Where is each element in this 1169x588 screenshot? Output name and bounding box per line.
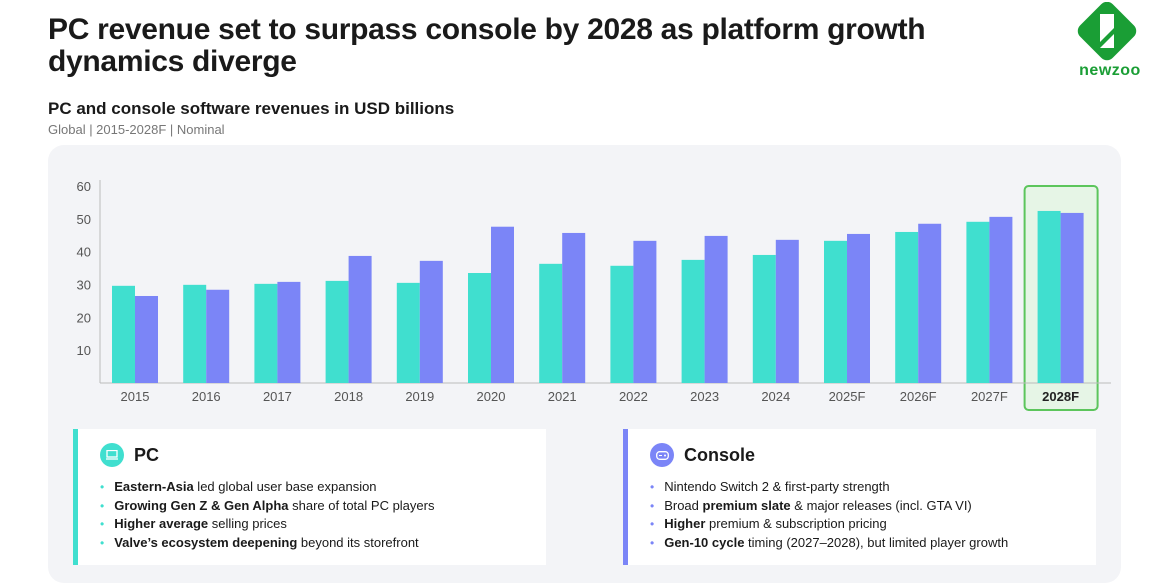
pc-bar-2024: [752, 254, 776, 383]
x-tick-label: 2023: [690, 389, 719, 404]
x-tick-label: 2021: [548, 389, 577, 404]
console-bar-2019: [419, 260, 443, 383]
bullet-text: Broad: [664, 497, 703, 513]
pc-bar-2018: [325, 280, 349, 383]
bullet-text: premium & subscription pricing: [705, 516, 887, 531]
bullet-bold-text: Gen-10 cycle: [664, 534, 745, 550]
console-bar-2016: [206, 289, 230, 383]
x-tick-label: 2022: [619, 389, 648, 404]
console-bar-2025F: [847, 233, 870, 383]
console-bar-2028F: [1060, 212, 1084, 383]
console-card-title: Console: [684, 444, 756, 465]
console-bar-2017: [277, 281, 301, 383]
pc-bar-2026F: [895, 231, 919, 383]
console-bar-2018: [348, 255, 372, 383]
pc-card: PC Eastern-Asia led global user base exp…: [73, 429, 546, 565]
bullet-item: Eastern-Asia led global user base expans…: [100, 478, 434, 497]
logo-text: newzoo: [1079, 62, 1141, 79]
pc-bar-2021: [539, 263, 563, 383]
pc-list: Eastern-Asia led global user base expans…: [100, 478, 434, 552]
pc-bar-2028F: [1037, 210, 1061, 383]
chart-subtitle: PC and console software revenues in USD …: [48, 99, 455, 118]
chart-meta: Global | 2015-2028F | Nominal: [48, 122, 225, 137]
bullet-text: timing (2027–2028), but limited player g…: [744, 534, 1009, 550]
console-bar-2015: [135, 295, 158, 383]
pc-bar-2022: [610, 265, 634, 383]
console-list: Nintendo Switch 2 & first-party strength…: [650, 478, 1008, 552]
console-bar-2027F: [989, 216, 1013, 383]
bullet-bold-text: Higher: [664, 516, 706, 531]
console-bar-2021: [562, 232, 586, 383]
pc-bar-2020: [468, 273, 491, 383]
x-tick-label: 2019: [405, 389, 434, 404]
bullet-item: Broad premium slate & major releases (in…: [650, 497, 1008, 516]
bullet-bold-text: Higher average: [114, 516, 209, 531]
x-tick-label: 2026F: [900, 389, 937, 404]
pc-bar-2027F: [966, 221, 990, 383]
console-bar-2020: [491, 226, 514, 383]
pc-bar-2015: [112, 285, 135, 383]
y-tick-label: 50: [77, 212, 91, 227]
pc-bar-2017: [254, 283, 278, 383]
pc-bar-2019: [396, 282, 420, 383]
newzoo-logo-icon: [1077, 2, 1137, 61]
console-bar-2024: [775, 239, 799, 383]
bullet-item: Higher average selling prices: [100, 515, 434, 534]
bullet-bold-text: Growing Gen Z & Gen Alpha: [114, 497, 289, 513]
bullet-text: led global user base expansion: [193, 479, 377, 494]
x-tick-label: 2020: [477, 389, 506, 404]
bullet-text: & major releases (incl. GTA VI): [790, 497, 972, 513]
bullet-item: Gen-10 cycle timing (2027–2028), but lim…: [650, 534, 1008, 553]
y-tick-label: 60: [77, 179, 91, 194]
x-tick-label: 2015: [121, 389, 150, 404]
bullet-item: Higher premium & subscription pricing: [650, 515, 1008, 534]
bullet-bold-text: Valve’s ecosystem deepening: [114, 534, 298, 550]
y-tick-label: 20: [77, 310, 91, 325]
console-bar-2023: [704, 235, 728, 383]
console-bar-2026F: [918, 223, 942, 383]
console-bar-2022: [633, 240, 657, 383]
bullet-text: Nintendo Switch 2 & first-party strength: [664, 479, 890, 494]
pc-bar-2016: [183, 284, 207, 383]
gamepad-icon: [650, 443, 674, 467]
pc-bar-2023: [681, 259, 705, 383]
y-tick-label: 30: [77, 278, 91, 293]
bullet-item: Growing Gen Z & Gen Alpha share of total…: [100, 497, 434, 516]
x-tick-label: 2025F: [829, 389, 866, 404]
x-tick-label: 2028F: [1042, 389, 1079, 404]
bullet-text: share of total PC players: [288, 497, 435, 513]
bullet-item: Nintendo Switch 2 & first-party strength: [650, 478, 1008, 497]
bullet-text: beyond its storefront: [297, 534, 419, 550]
x-tick-label: 2017: [263, 389, 292, 404]
bullet-bold-text: premium slate: [702, 497, 791, 513]
y-tick-label: 10: [77, 343, 91, 358]
pc-bar-2025F: [824, 240, 847, 383]
x-tick-label: 2027F: [971, 389, 1008, 404]
console-card: Console Nintendo Switch 2 & first-party …: [623, 429, 1096, 565]
x-tick-label: 2024: [761, 389, 790, 404]
bullet-item: Valve’s ecosystem deepening beyond its s…: [100, 534, 434, 553]
bar-chart: 10 20 30 40 50 60 2015 2016 2017 2018 2019 2020 2021…: [77, 179, 1111, 411]
bullet-text: selling prices: [208, 516, 287, 531]
y-tick-label: 40: [77, 245, 91, 260]
pc-card-title: PC: [134, 444, 160, 465]
bullet-bold-text: Eastern-Asia: [114, 479, 194, 494]
x-tick-label: 2016: [192, 389, 221, 404]
x-tick-label: 2018: [334, 389, 363, 404]
page-title: PC revenue set to surpass console by 202…: [48, 13, 926, 78]
laptop-icon: [100, 443, 124, 467]
